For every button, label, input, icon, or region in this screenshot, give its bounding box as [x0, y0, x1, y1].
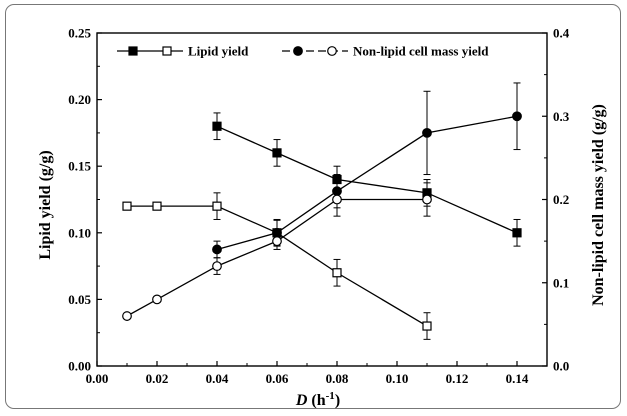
x-axis-title-close: ) — [335, 392, 340, 409]
y-left-tick-label: 0.20 — [68, 92, 91, 107]
x-tick-label: 0.02 — [146, 371, 169, 386]
series-circle-open — [122, 182, 432, 321]
x-tick-label: 0.14 — [506, 371, 529, 386]
series-line — [126, 198, 427, 317]
data-point — [152, 294, 162, 305]
figure-frame — [5, 4, 621, 409]
series-circle-filled — [212, 82, 522, 259]
plot-area-box — [96, 32, 548, 367]
y-left-axis-title: Lipid yield (g/g) — [37, 150, 54, 259]
data-point — [152, 201, 162, 211]
y-left-tick-label: 0.10 — [68, 225, 91, 240]
legend-marker — [128, 46, 138, 56]
legend-entry: Lipid yield — [117, 44, 249, 59]
y-right-tick-label: 0.0 — [553, 359, 569, 374]
series-line — [216, 115, 518, 251]
legend-marker — [162, 46, 172, 56]
y-left-tick-label: 0.05 — [68, 292, 91, 307]
x-axis-title-unit: (h — [307, 392, 325, 409]
y-right-tick-label: 0.3 — [553, 109, 570, 124]
data-point — [332, 268, 342, 278]
legend-marker — [327, 46, 337, 56]
y-left-tick-label: 0.00 — [68, 359, 91, 374]
x-tick-label: 0.06 — [266, 371, 289, 386]
y-right-tick-label: 0.2 — [553, 192, 569, 207]
x-tick-label: 0.10 — [386, 371, 409, 386]
y-left-tick-label: 0.15 — [68, 159, 91, 174]
data-point — [422, 194, 432, 205]
data-point — [512, 228, 522, 238]
y-right-tick-label: 0.1 — [553, 275, 569, 290]
x-tick-label: 0.08 — [326, 371, 349, 386]
series-square-filled — [212, 112, 522, 247]
data-point — [422, 321, 432, 331]
x-axis-title-exp: -1 — [326, 390, 335, 402]
data-point — [332, 194, 342, 205]
y-left-tick-label: 0.25 — [68, 26, 91, 41]
series-line — [127, 205, 428, 327]
y-right-tick-label: 0.4 — [553, 26, 570, 41]
data-point — [212, 244, 222, 255]
x-tick-label: 0.12 — [446, 371, 469, 386]
series-square-open — [122, 192, 432, 340]
legend-marker — [293, 46, 303, 56]
data-point — [272, 148, 282, 158]
series-line — [216, 125, 518, 234]
x-axis-title: D (h-1) — [295, 390, 340, 409]
legend-entry: Non-lipid cell mass yield — [282, 44, 489, 59]
data-point — [272, 236, 282, 247]
legend-label: Non-lipid cell mass yield — [353, 44, 489, 59]
data-point — [422, 127, 432, 138]
legend-label: Lipid yield — [188, 44, 249, 59]
data-point — [512, 111, 522, 122]
data-point — [122, 201, 132, 211]
data-point — [212, 121, 222, 131]
data-point — [212, 201, 222, 211]
y-right-axis-title: Non-lipid cell mass yield (g/g) — [590, 104, 607, 306]
data-point — [212, 261, 222, 272]
x-tick-label: 0.04 — [206, 371, 229, 386]
x-tick-label: 0.00 — [86, 371, 109, 386]
x-axis-title-var: D — [295, 392, 308, 409]
data-point — [122, 311, 132, 321]
